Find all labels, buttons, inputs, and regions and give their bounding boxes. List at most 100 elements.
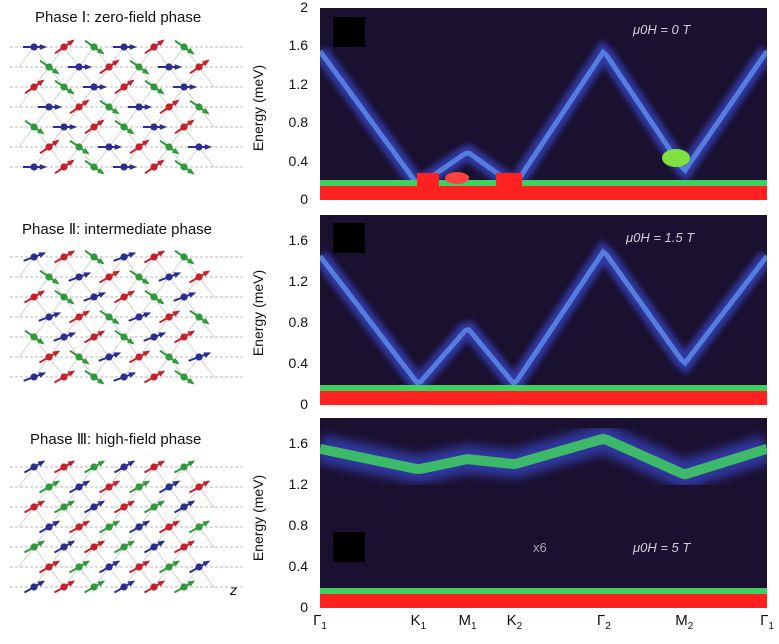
lattice-bond xyxy=(33,146,50,168)
lattice-bond xyxy=(183,466,200,488)
spin-arrow xyxy=(114,79,135,95)
lattice-bond xyxy=(168,506,185,528)
spin-arrow xyxy=(113,163,137,171)
lattice-bond xyxy=(183,276,200,298)
spin-arrow xyxy=(69,139,90,155)
spin-arrow xyxy=(84,249,105,265)
lattice-bond xyxy=(138,566,155,588)
lattice-bond xyxy=(18,46,35,68)
spin-arrow xyxy=(158,272,182,282)
spin-arrow xyxy=(159,349,180,365)
lattice-bond xyxy=(33,46,50,68)
lattice-bond xyxy=(48,256,65,278)
lattice-bond xyxy=(93,126,110,148)
lattice-bond xyxy=(18,336,35,358)
lattice-bond xyxy=(138,126,155,148)
spin-arrow xyxy=(129,269,150,285)
lattice-bond xyxy=(138,526,155,548)
spin-arrow xyxy=(23,43,47,51)
x-tick-label: K1 xyxy=(410,612,427,632)
lattice-bond xyxy=(138,546,155,568)
spin-arrow xyxy=(113,460,136,474)
spin-arrow xyxy=(113,540,136,554)
panel-3-field-label: μ0H = 5 T xyxy=(633,540,691,555)
lattice-bond xyxy=(48,106,65,128)
y-tick-label: 0 xyxy=(300,396,308,412)
spin-arrow xyxy=(188,352,212,362)
lattice-bond xyxy=(48,316,65,338)
lattice-bond xyxy=(108,506,125,528)
spin-arrow xyxy=(23,290,46,304)
x-tick-label: Γ1 xyxy=(313,612,327,632)
lattice-bond xyxy=(123,126,140,148)
spin-arrow xyxy=(39,269,60,285)
lattice-bond xyxy=(93,356,110,378)
k1-intensity-block xyxy=(417,173,439,200)
m1-intensity-spot xyxy=(445,172,469,184)
lattice-bond xyxy=(168,486,185,508)
lattice-bond xyxy=(33,126,50,148)
spin-arrow xyxy=(128,560,151,574)
spin-arrow xyxy=(188,480,211,494)
lattice-bond xyxy=(63,106,80,128)
lattice-bond xyxy=(93,316,110,338)
lattice-bond xyxy=(18,506,35,528)
spin-arrow xyxy=(53,123,77,131)
spin-arrow xyxy=(113,372,137,382)
lattice-bond xyxy=(168,466,185,488)
m2-intensity-spot xyxy=(662,149,690,167)
lattice-bond xyxy=(108,356,125,378)
lattice-bond xyxy=(123,526,140,548)
lattice-bond xyxy=(33,316,50,338)
spin-arrow xyxy=(23,252,47,262)
spin-arrow xyxy=(54,159,75,175)
spin-arrow xyxy=(83,500,106,514)
spin-arrow xyxy=(53,580,76,594)
spin-arrow xyxy=(158,63,182,71)
elastic-line xyxy=(320,594,767,608)
spin-arrow xyxy=(53,460,76,474)
panel-1-heatmap xyxy=(320,8,767,200)
lattice-bond xyxy=(198,356,215,378)
lattice-bond xyxy=(78,276,95,298)
lattice-bond xyxy=(33,466,50,488)
y-tick-label: 2 xyxy=(300,0,308,15)
lattice-bond xyxy=(33,66,50,88)
lattice-bond xyxy=(153,336,170,358)
lattice-bond xyxy=(123,356,140,378)
lattice-bond xyxy=(93,256,110,278)
lattice-bond xyxy=(168,566,185,588)
lattice-bond xyxy=(63,546,80,568)
y-tick-label: 1.6 xyxy=(288,37,308,54)
elastic-line xyxy=(320,186,767,200)
spin-arrow xyxy=(173,292,197,302)
lattice-bond xyxy=(153,86,170,108)
lattice-bond xyxy=(93,276,110,298)
lattice-bond xyxy=(48,86,65,108)
spin-arrow xyxy=(128,480,151,494)
lattice-bond xyxy=(93,296,110,318)
lattice-bond xyxy=(138,106,155,128)
panel-1-marker xyxy=(333,17,365,47)
lattice-bond xyxy=(168,526,185,548)
spin-arrow xyxy=(53,540,76,554)
lattice-bond xyxy=(153,146,170,168)
lattice-bond xyxy=(183,546,200,568)
spin-arrow xyxy=(68,520,91,534)
lattice-bond xyxy=(138,86,155,108)
lattice-bond xyxy=(183,126,200,148)
spin-arrow xyxy=(23,372,47,382)
lattice-bond xyxy=(93,506,110,528)
spin-arrow xyxy=(84,159,105,175)
spin-arrow xyxy=(174,119,195,135)
y-tick-label: 0.8 xyxy=(288,516,308,533)
lattice-bond xyxy=(63,566,80,588)
x-tick-label: Γ1 xyxy=(760,612,774,632)
lattice-bond xyxy=(123,106,140,128)
lattice-bond xyxy=(33,566,50,588)
phase-2-lattice xyxy=(10,249,244,385)
y-tick-label: 0.8 xyxy=(288,313,308,330)
lattice-bond xyxy=(153,106,170,128)
panel-2-ylabel: Energy (meV) xyxy=(250,269,267,357)
spin-arrow xyxy=(68,480,91,494)
